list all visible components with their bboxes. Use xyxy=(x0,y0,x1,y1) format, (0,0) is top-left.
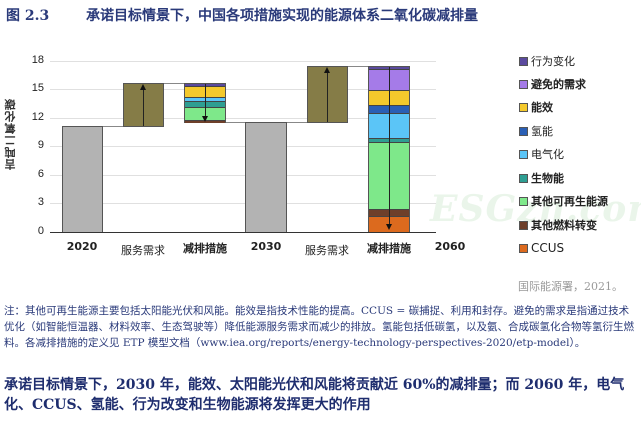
legend-swatch xyxy=(519,102,528,112)
arrow-up-icon xyxy=(140,84,146,90)
source-credit: 国际能源署，2021。 xyxy=(518,280,623,293)
figure-title-text: 承诺目标情景下，中国各项措施实现的能源体系二氧化碳减排量 xyxy=(86,8,478,24)
legend-swatch xyxy=(519,196,528,206)
x-tick: 服务需求 xyxy=(305,244,349,257)
legend-label: 能效 xyxy=(531,101,553,114)
gridline xyxy=(50,203,436,204)
y-tick: 3 xyxy=(37,196,44,208)
legend-item: 生物能 xyxy=(519,171,564,185)
x-tick: 2020 xyxy=(66,240,98,253)
bar-2020-total xyxy=(62,126,103,233)
arrow-up-icon xyxy=(324,67,330,73)
legend-label: 其他燃料转变 xyxy=(531,219,597,232)
watermark: ESGzn.com xyxy=(430,188,641,230)
gridline xyxy=(50,89,436,90)
y-tick: 15 xyxy=(31,82,44,94)
legend-swatch xyxy=(519,149,528,159)
x-tick: 减排措施 xyxy=(183,242,227,255)
legend-swatch xyxy=(519,126,528,136)
figure-title: 图 2.3 承诺目标情景下，中国各项措施实现的能源体系二氧化碳减排量 xyxy=(6,5,478,25)
gridline xyxy=(50,146,436,147)
legend-item: 其他可再生能源 xyxy=(519,194,608,208)
legend-item: 避免的需求 xyxy=(519,77,586,91)
x-tick: 服务需求 xyxy=(121,244,165,257)
figure-note: 注：其他可再生能源主要包括太阳能光伏和风能。能效是指技术性能的提高。CCUS =… xyxy=(4,305,634,349)
y-tick: 9 xyxy=(37,139,44,151)
y-tick: 12 xyxy=(31,111,44,123)
legend-swatch xyxy=(519,243,528,253)
y-tick: 0 xyxy=(37,225,44,237)
legend-label: 其他可再生能源 xyxy=(531,195,608,208)
arrow-down-icon xyxy=(202,116,208,122)
y-axis-label: 吉吨二氧化碳 xyxy=(4,98,17,170)
legend-label: 避免的需求 xyxy=(531,78,586,91)
legend-item: 其他燃料转变 xyxy=(519,218,597,232)
legend-swatch xyxy=(519,173,528,183)
y-tick: 18 xyxy=(31,54,44,66)
arrow-line xyxy=(205,84,206,118)
x-axis-line xyxy=(50,232,436,233)
x-tick: 2060 xyxy=(434,240,466,253)
legend-swatch xyxy=(519,56,528,66)
legend-label: 行为变化 xyxy=(531,55,575,68)
connector-line xyxy=(226,122,246,123)
legend-swatch xyxy=(519,220,528,230)
legend-item: CCUS xyxy=(519,241,564,255)
legend-item: 氢能 xyxy=(519,124,553,138)
figure-summary: 承诺目标情景下，2030 年，能效、太阳能光伏和风能将贡献近 60%的减排量；而… xyxy=(4,377,625,413)
legend-item: 电气化 xyxy=(519,147,564,161)
legend-swatch xyxy=(519,79,528,89)
connector-line xyxy=(348,66,369,67)
legend-item: 行为变化 xyxy=(519,54,575,68)
connector-line xyxy=(287,122,308,123)
y-tick: 6 xyxy=(37,168,44,180)
legend-label: 电气化 xyxy=(531,148,564,161)
connector-line xyxy=(102,126,124,127)
legend-label: CCUS xyxy=(531,241,565,255)
arrow-line xyxy=(389,67,390,225)
x-tick: 2030 xyxy=(250,240,282,253)
figure-number: 图 2.3 xyxy=(6,8,50,24)
connector-line xyxy=(164,83,185,84)
bar-2030-total xyxy=(245,122,287,233)
gridline xyxy=(50,61,436,62)
legend-label: 氢能 xyxy=(531,125,553,138)
arrow-line xyxy=(143,86,144,126)
legend-label: 生物能 xyxy=(531,172,564,185)
gridline xyxy=(50,118,436,119)
x-tick: 减排措施 xyxy=(367,242,411,255)
arrow-line xyxy=(327,69,328,122)
chart-area: 吉吨二氧化碳 18 15 12 9 6 3 0 xyxy=(4,54,641,257)
legend-item: 能效 xyxy=(519,100,553,114)
gridline xyxy=(50,175,436,176)
arrow-down-icon xyxy=(386,224,392,230)
